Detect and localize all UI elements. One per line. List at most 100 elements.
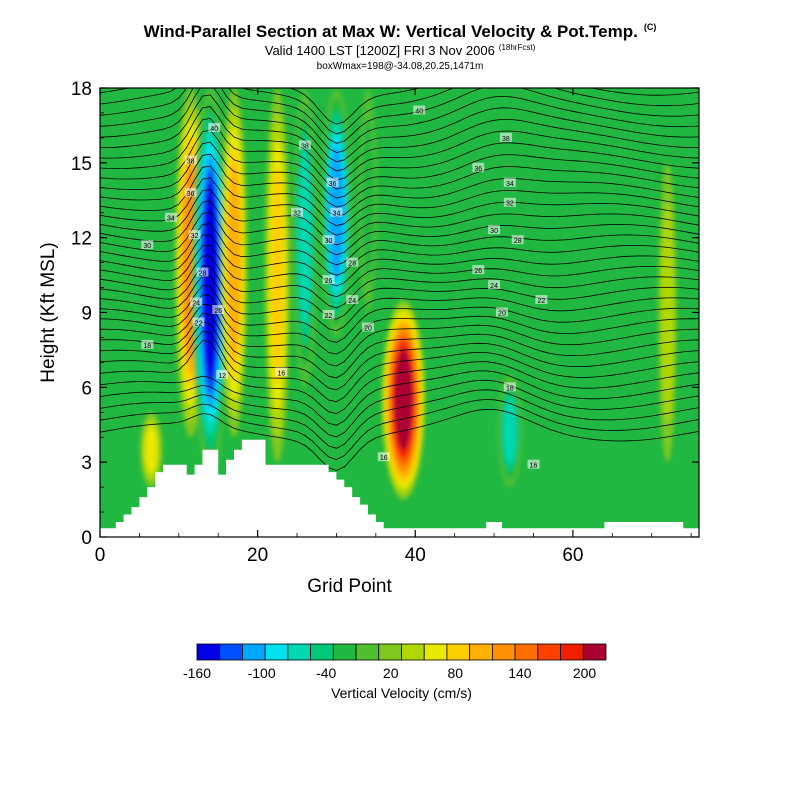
theta-contour-line: [100, 212, 699, 266]
contour-label-bg: [503, 197, 516, 207]
theta-contour-labels: 40 38 36 34 32 30 28 26 24 22 20 18 16 16 20 22 24 26 28 30…: [141, 105, 548, 470]
plot-clip-group: 40 38 36 34 32 30 28 26 24 22 20 18 16 16 20 22 24 26 28 30…: [100, 88, 699, 537]
theta-contour-line: [100, 94, 699, 172]
contour-label: 32: [191, 233, 199, 240]
w-band-7-9: [394, 349, 413, 451]
colorbar-tick-label: 20: [383, 665, 399, 681]
colorbar-swatch: [537, 643, 561, 661]
contour-label: 16: [277, 370, 285, 377]
colorbar-swatch: [560, 643, 584, 661]
theta-contour-line: [100, 88, 699, 144]
contour-label: 30: [143, 243, 151, 250]
contour-label: 30: [325, 238, 333, 245]
contour-label: 34: [333, 211, 341, 218]
theta-contour-line: [100, 255, 699, 309]
colorbar-swatch: [287, 643, 312, 661]
contour-label-bg: [188, 230, 201, 240]
contour-label: 32: [506, 201, 514, 208]
forecast-hour: (18hrFcst): [498, 43, 536, 52]
contour-label-bg: [488, 280, 501, 290]
contour-label-bg: [503, 382, 516, 392]
contour-label-bg: [184, 187, 197, 197]
theta-contour-line: [100, 399, 699, 460]
contour-label-bg: [291, 207, 304, 217]
contour-label-bg: [472, 265, 485, 275]
contour-label-bg: [141, 240, 154, 250]
title-text: Wind-Parallel Section at Max W: Vertical…: [143, 22, 638, 41]
contour-label-bg: [208, 122, 221, 132]
contour-label-bg: [322, 309, 335, 319]
contour-label: 38: [187, 158, 195, 165]
contour-label-bg: [216, 369, 229, 379]
colorbar-swatch: [332, 643, 357, 661]
contour-label: 36: [474, 166, 482, 173]
contour-label: 24: [348, 298, 356, 305]
theta-contour-line: [100, 339, 699, 415]
contour-label: 36: [187, 191, 195, 198]
x-axis-label: Grid Point: [307, 576, 392, 597]
theta-contour-line: [100, 165, 699, 227]
colorbar: -160 -100 -40 20 80 140 200 Vertical Velocity (…: [183, 643, 607, 701]
contour-label: 26: [214, 308, 222, 315]
colorbar-swatch: [514, 643, 539, 661]
y-tick-label: 0: [81, 528, 92, 549]
theta-contour-line: [100, 117, 699, 190]
theta-contour-line: [100, 370, 699, 426]
contour-label: 22: [325, 313, 333, 320]
contour-label-bg: [192, 317, 205, 327]
colorbar-swatch: [264, 643, 289, 661]
contour-label-bg: [184, 155, 197, 165]
theta-contour-line: [100, 284, 699, 343]
contour-label-bg: [322, 235, 335, 245]
theta-contour-line: [100, 106, 699, 181]
contour-label-bg: [495, 307, 508, 317]
contour-label-bg: [527, 459, 540, 469]
w-band-9-2: [145, 425, 158, 474]
contour-label: 40: [210, 126, 218, 133]
plot-area: 40 38 36 34 32 30 28 26 24 22 20 18 16 16 20 22 24 26 28 30…: [100, 88, 699, 537]
contour-label: 38: [502, 136, 510, 143]
contour-label: 28: [199, 271, 207, 278]
w-band-8-3: [503, 397, 517, 464]
colorbar-tick-label: 200: [573, 665, 597, 681]
contour-label-bg: [330, 207, 343, 217]
contour-label-bg: [190, 297, 203, 307]
contour-label: 22: [537, 298, 545, 305]
theta-contour-line: [100, 275, 699, 332]
colorbar-tick-label: 80: [448, 665, 464, 681]
contour-label-bg: [298, 140, 311, 150]
colorbar-swatch: [469, 643, 493, 661]
contour-label-bg: [488, 225, 501, 235]
y-tick-label: 12: [71, 229, 92, 250]
theta-contour-line: [100, 408, 699, 471]
contour-label: 20: [364, 325, 372, 332]
y-tick-label: 18: [71, 79, 92, 100]
chart-title: Wind-Parallel Section at Max W: Vertical…: [0, 22, 800, 42]
theta-contour-line: [100, 312, 699, 379]
contour-label: 34: [167, 216, 175, 223]
colorbar-tick-label: 140: [508, 665, 532, 681]
contour-label-bg: [212, 305, 225, 315]
contour-label: 28: [514, 238, 522, 245]
contour-label: 16: [380, 455, 388, 462]
theta-contour-line: [100, 389, 699, 449]
contour-label: 34: [506, 181, 514, 188]
theta-contour-line: [100, 330, 699, 403]
w-band-4-3: [298, 149, 312, 326]
w-band-10-1: [661, 204, 674, 421]
x-tick-label: 60: [562, 545, 583, 566]
theta-contour-line: [100, 379, 699, 438]
contour-label: 30: [490, 228, 498, 235]
w-band-6-1: [361, 118, 375, 282]
theta-contour-line: [100, 153, 699, 217]
colorbar-swatch: [355, 643, 380, 661]
colorbar-tick-label: -40: [316, 665, 336, 681]
x-tick-label: 0: [95, 545, 106, 566]
contour-label-bg: [322, 275, 335, 285]
x-tick-label: 40: [405, 545, 426, 566]
contour-label: 38: [301, 143, 309, 150]
contour-label-bg: [377, 452, 390, 462]
contour-label: 12: [218, 373, 226, 380]
theta-contour-line: [100, 223, 699, 276]
